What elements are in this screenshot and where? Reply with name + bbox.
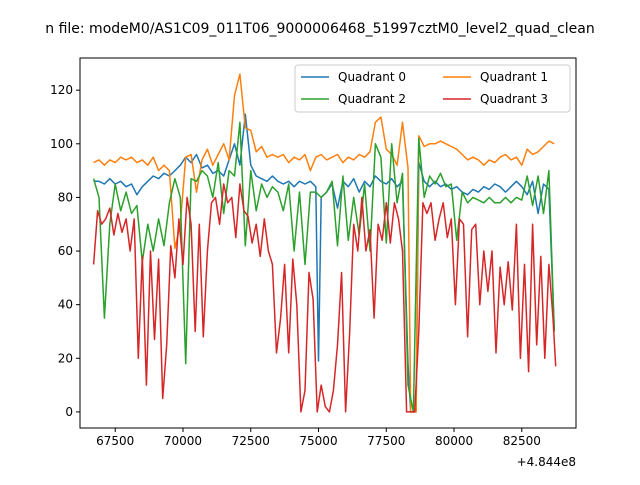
legend-label-0: Quadrant 0 bbox=[338, 70, 406, 84]
plot-area bbox=[80, 58, 576, 428]
series-line-3 bbox=[92, 183, 557, 413]
x-tick-label: 82500 bbox=[503, 434, 541, 448]
legend: Quadrant 0 Quadrant 1 Quadrant 2 Quadrant 3 bbox=[294, 64, 571, 113]
y-tick-label: 20 bbox=[58, 351, 73, 365]
x-tick-label: 72500 bbox=[232, 434, 270, 448]
legend-box bbox=[294, 64, 571, 113]
series-layer bbox=[92, 73, 557, 413]
legend-label-1: Quadrant 1 bbox=[480, 70, 548, 84]
y-tick-label: 0 bbox=[65, 405, 73, 419]
x-axis-offset-label: +4.844e8 bbox=[517, 455, 576, 469]
x-tick-label: 67500 bbox=[96, 434, 134, 448]
x-tick-label: 75000 bbox=[299, 434, 337, 448]
series-line-2 bbox=[92, 121, 556, 413]
y-tick-label: 60 bbox=[58, 244, 73, 258]
x-tick-label: 80000 bbox=[435, 434, 473, 448]
y-tick-label: 100 bbox=[50, 137, 73, 151]
series-line-1 bbox=[93, 73, 555, 413]
legend-label-3: Quadrant 3 bbox=[480, 92, 548, 106]
legend-label-2: Quadrant 2 bbox=[338, 92, 406, 106]
axes-layer: 67500 70000 72500 75000 77500 80000 82500 0 20 40… bbox=[50, 83, 541, 448]
x-tick-label: 77500 bbox=[367, 434, 405, 448]
x-tick-label: 70000 bbox=[164, 434, 202, 448]
y-tick-label: 40 bbox=[58, 298, 73, 312]
y-tick-label: 80 bbox=[58, 190, 73, 204]
y-tick-label: 120 bbox=[50, 83, 73, 97]
plot-frame bbox=[79, 57, 577, 429]
chart-title: n file: modeM0/AS1C09_011T06_9000006468_… bbox=[45, 21, 594, 37]
